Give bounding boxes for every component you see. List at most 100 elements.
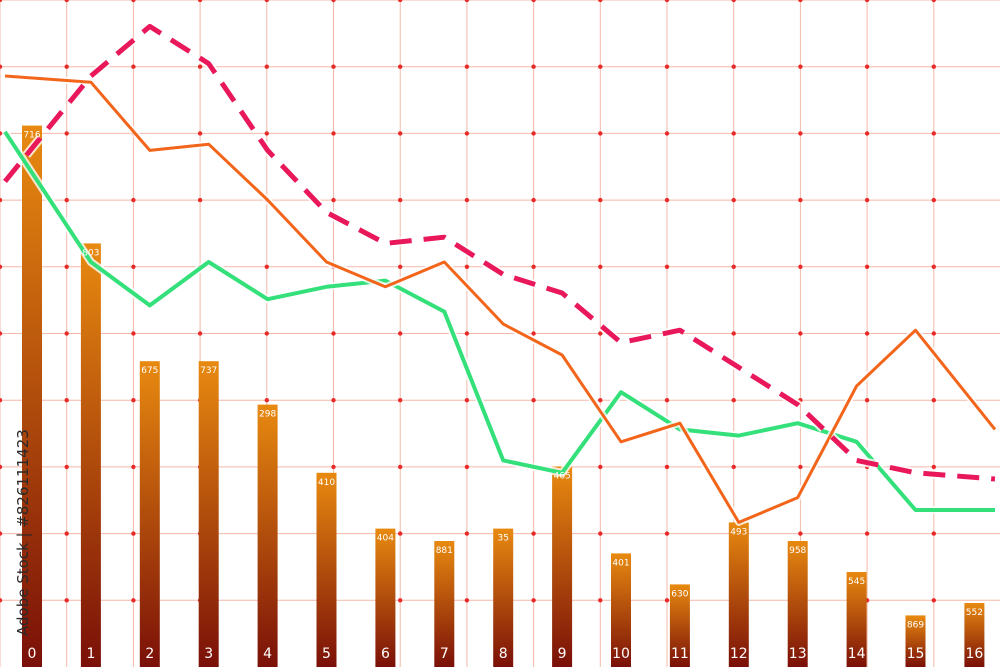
grid-dot [798, 0, 803, 3]
grid-dot [664, 398, 670, 403]
grid-dot [731, 398, 736, 403]
bar [905, 615, 926, 667]
grid-dot [331, 197, 336, 203]
bar [552, 466, 573, 667]
grid-dot [331, 398, 336, 403]
grid-dot [398, 131, 403, 136]
grid-dot [798, 64, 803, 69]
grid-dot [64, 197, 69, 203]
grid-dot [864, 264, 870, 269]
grid-dot [197, 197, 203, 203]
grid-dot [131, 197, 136, 203]
grid-dot [798, 464, 803, 470]
grid-dot [598, 598, 603, 603]
grid-dot [931, 131, 936, 136]
grid-dot [598, 464, 603, 470]
category-label: 0 [28, 646, 37, 662]
grid-dot [131, 531, 136, 536]
bar-value-label: 803 [82, 248, 99, 258]
grid-dot [931, 264, 936, 269]
grid-dot [64, 531, 69, 536]
grid-dot [731, 264, 736, 269]
grid-dot [398, 531, 403, 536]
grid-dot [264, 131, 269, 136]
grid-dot [931, 0, 936, 3]
category-label: 16 [965, 646, 983, 662]
bar [846, 572, 867, 667]
grid-dot [464, 398, 470, 403]
grid-dot [731, 131, 736, 136]
grid-dot [731, 64, 736, 69]
grid-dot [598, 64, 603, 69]
grid-dot [398, 598, 403, 603]
category-label: 2 [145, 646, 154, 662]
bar-value-label: 545 [848, 577, 865, 587]
grid-dot [64, 598, 69, 603]
grid-dot [264, 398, 269, 403]
line-dashed-pink [3, 23, 996, 482]
grid-dot [731, 464, 736, 470]
grid-dot [131, 264, 136, 269]
bar-value-label: 552 [966, 608, 983, 618]
grid-dot [131, 598, 136, 603]
bar [434, 541, 455, 667]
bar-value-label: 958 [789, 546, 806, 556]
grid-dot [0, 331, 3, 336]
category-label: 9 [558, 646, 567, 662]
grid-dot [331, 64, 336, 69]
bar [257, 404, 278, 667]
grid-dot [664, 531, 670, 536]
grid-dot [131, 398, 136, 403]
bar-value-label: 410 [318, 478, 335, 488]
grid-dot [598, 531, 603, 536]
grid-dot [798, 531, 803, 536]
grid-dot [464, 197, 470, 203]
grid-dot [398, 0, 403, 3]
bar [728, 522, 749, 667]
grid-dot [731, 331, 736, 336]
grid-dot [464, 0, 470, 3]
grid-dot [331, 464, 336, 470]
grid-dot [64, 464, 69, 470]
grid-dot [598, 131, 603, 136]
grid-dot [531, 331, 536, 336]
bar [493, 528, 514, 667]
bar-value-label: 869 [907, 620, 924, 630]
grid-dot [664, 131, 670, 136]
grid-dot [331, 331, 336, 336]
grid-dot [464, 464, 470, 470]
grid-dot [398, 64, 403, 69]
bar [964, 603, 985, 667]
grid-dot [0, 0, 3, 3]
grid-dot [664, 197, 670, 203]
bar-value-label: 881 [436, 546, 453, 556]
bar [198, 361, 219, 667]
grid-dot [0, 197, 3, 203]
bar [80, 243, 101, 667]
grid-dot [398, 464, 403, 470]
bar [787, 541, 808, 667]
grid-dot [0, 264, 3, 269]
grid-dot [531, 197, 536, 203]
category-label: 11 [671, 646, 689, 662]
bar [669, 584, 690, 667]
bar [139, 361, 160, 667]
grid-dot [398, 197, 403, 203]
bar-value-label: 630 [671, 589, 688, 599]
grid-dot [798, 197, 803, 203]
bar-value-label: 35 [497, 534, 508, 544]
grid-dot [731, 0, 736, 3]
grid-dot [197, 331, 203, 336]
grid-dot [64, 331, 69, 336]
category-label: 6 [381, 646, 390, 662]
bar [316, 472, 337, 667]
grid-dot [464, 264, 470, 269]
grid-dot [931, 64, 936, 69]
grid-dot [464, 331, 470, 336]
bar-value-label: 401 [612, 558, 629, 568]
grid-dot [64, 398, 69, 403]
grid-dot [864, 531, 870, 536]
category-label: 13 [789, 646, 807, 662]
